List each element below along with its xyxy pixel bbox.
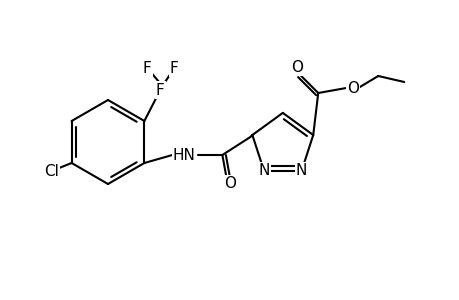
Text: F: F [170, 61, 179, 76]
Text: O: O [347, 80, 358, 95]
Text: O: O [224, 176, 235, 191]
Text: O: O [291, 59, 302, 74]
Text: N: N [295, 163, 307, 178]
Text: F: F [156, 82, 164, 98]
Text: HN: HN [173, 148, 196, 163]
Text: N: N [258, 163, 269, 178]
Text: F: F [143, 61, 151, 76]
Text: Cl: Cl [44, 164, 59, 178]
